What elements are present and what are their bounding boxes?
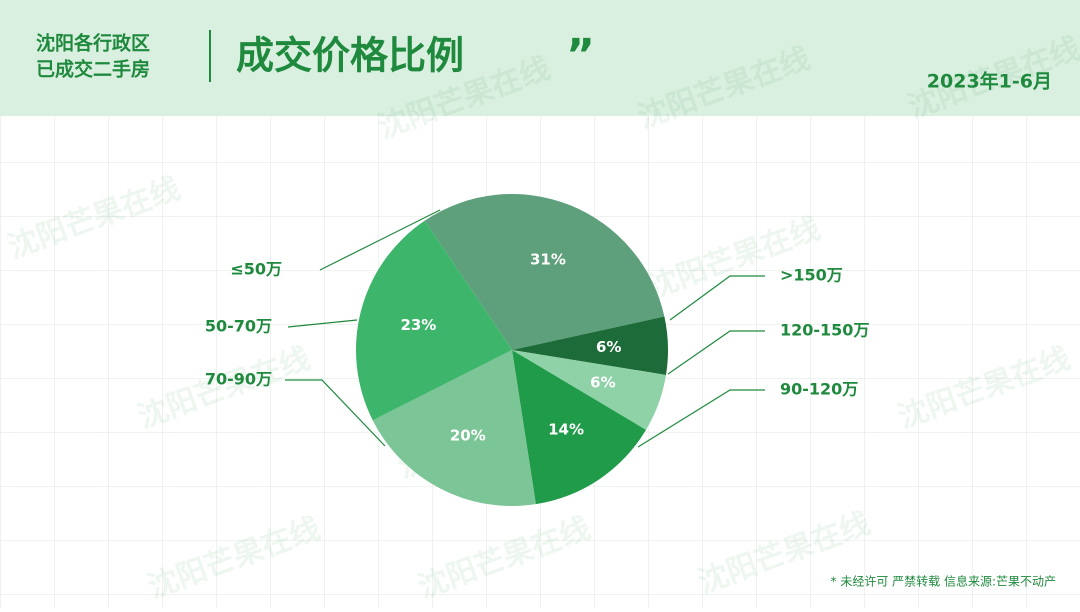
category-label: 50-70万 <box>205 317 272 336</box>
category-label: 90-120万 <box>780 380 858 399</box>
leader-line <box>285 379 386 447</box>
leader-line <box>637 389 765 448</box>
date: 2023年1-6月 <box>927 70 1052 93</box>
pie-chart: 31% ≤50万 6% >150万 6% 120-150万 14% 90-120万 20% 70-… <box>205 193 869 507</box>
leader-line <box>667 330 765 375</box>
pie-slice <box>424 193 665 350</box>
value-label: 14% <box>548 421 584 439</box>
category-label: 70-90万 <box>205 370 272 389</box>
value-label: 31% <box>530 251 566 269</box>
value-label: 20% <box>450 427 486 445</box>
category-label: ≤50万 <box>230 260 282 279</box>
leader-line <box>319 209 441 271</box>
category-label: 120-150万 <box>780 321 869 340</box>
pie-slice <box>355 220 512 421</box>
header-line1: 沈阳各行政区 <box>36 32 150 55</box>
category-label: >150万 <box>780 266 843 285</box>
pie-slice <box>512 350 666 430</box>
pie-slice <box>512 350 646 505</box>
pie-slice <box>372 350 536 507</box>
leader-line <box>669 275 765 321</box>
header-band <box>0 0 1080 116</box>
leader-line <box>287 319 358 328</box>
footer-note: * 未经许可 严禁转载 信息来源:芒果不动产 <box>831 574 1057 589</box>
title-mark: ” <box>566 30 595 81</box>
value-label: 6% <box>596 338 621 356</box>
pie-slice <box>512 316 669 375</box>
chart-title: 成交价格比例 <box>236 34 464 78</box>
value-label: 6% <box>590 374 615 392</box>
value-label: 23% <box>400 316 436 334</box>
header-line2: 已成交二手房 <box>36 58 150 81</box>
